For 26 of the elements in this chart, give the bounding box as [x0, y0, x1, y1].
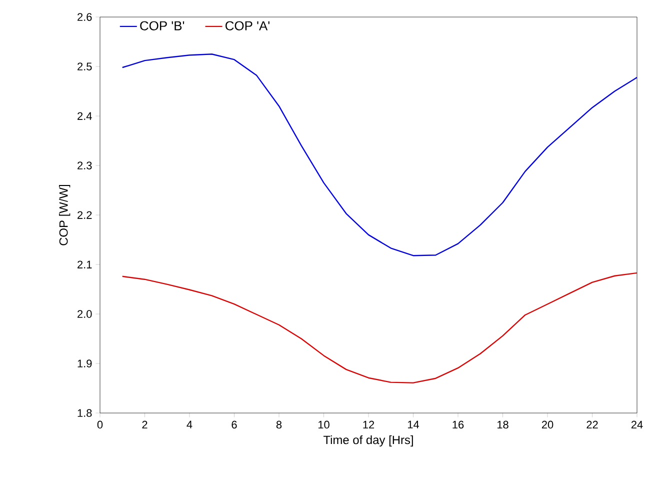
x-tick-label: 12 — [363, 420, 374, 428]
legend-label: COP 'B' — [140, 21, 184, 30]
x-tick-label: 6 — [232, 420, 237, 429]
y-tick-label: 1.8 — [78, 409, 92, 417]
x-tick-label: 0 — [97, 420, 103, 429]
y-axis-title: COP [W/W] — [59, 184, 70, 246]
y-tick-label: 2.5 — [78, 62, 92, 70]
y-tick-label: 2.2 — [78, 211, 92, 219]
x-axis-title: Time of day [Hrs] — [323, 435, 413, 447]
y-tick-label: 2.4 — [78, 112, 92, 120]
x-tick-label: 4 — [186, 420, 192, 428]
y-tick-label: 2.3 — [78, 162, 92, 170]
y-tick-label: 2.6 — [78, 13, 92, 21]
x-tick-label: 18 — [497, 420, 508, 429]
legend-label: COP 'A' — [226, 21, 270, 30]
x-tick-label: 22 — [586, 420, 598, 428]
y-tick-label: 2.0 — [78, 310, 92, 318]
x-tick-label: 20 — [542, 420, 554, 429]
x-tick-label: 16 — [452, 420, 464, 429]
x-tick-label: 10 — [318, 420, 330, 429]
y-tick-label: 2.1 — [78, 260, 92, 268]
x-tick-label: 8 — [276, 420, 282, 429]
x-tick-label: 24 — [631, 420, 643, 428]
x-tick-label: 14 — [408, 420, 420, 428]
x-tick-label: 2 — [142, 420, 148, 428]
y-tick-label: 1.9 — [78, 360, 92, 368]
